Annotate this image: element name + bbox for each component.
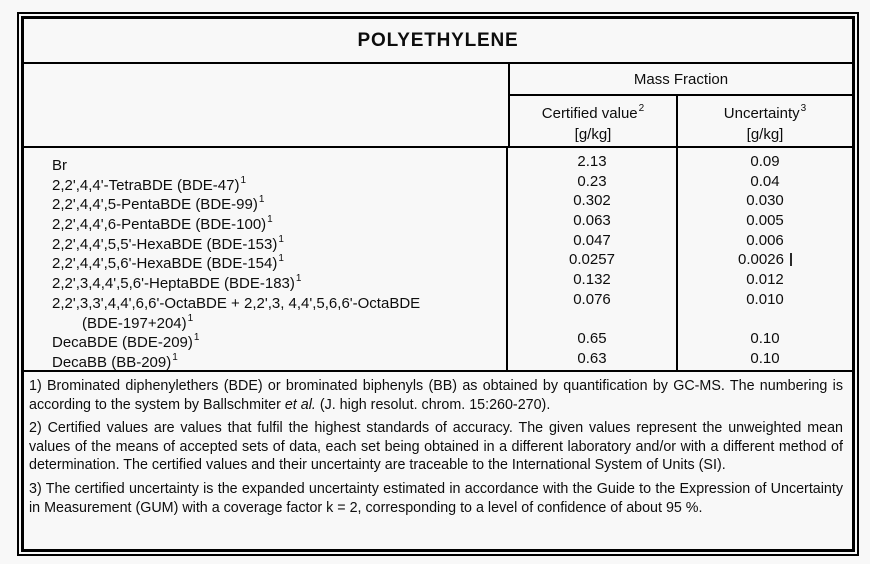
sub-headers: Certified value2 [g/kg] Uncertainty3 [g/… [510, 96, 852, 146]
compound-name: DecaBB (BB-209)1 [52, 351, 178, 371]
uncertainty-value: 0.0026 [678, 250, 852, 270]
mass-fraction-group: Mass Fraction Certified value2 [g/kg] Un… [510, 64, 852, 146]
certified-value-unit: [g/kg] [574, 125, 612, 143]
empty-header-cell [24, 64, 510, 146]
certified-value [508, 310, 676, 330]
table-body: Br 2,2',4,4'-TetraBDE (BDE-47)1 2,2',4,4… [24, 148, 852, 372]
certified-value: 0.076 [573, 290, 611, 308]
certified-value: 0.047 [573, 231, 611, 249]
certified-value: 0.0257 [569, 251, 615, 269]
certified-value: 2.13 [577, 153, 607, 170]
uncertainty-value: 0.005 [746, 212, 784, 230]
uncertainty-value: 0.10 [750, 349, 780, 367]
certified-value-column: 2.13 0.23 0.302 0.063 0.047 0.0257 0.132… [508, 148, 678, 370]
compound-name: DecaBDE (BDE-209)1 [52, 332, 200, 352]
certified-value: 0.23 [577, 172, 607, 190]
uncertainty-header: Uncertainty3 [g/kg] [678, 96, 852, 146]
mass-fraction-header: Mass Fraction [510, 64, 852, 96]
compound-name-column: Br 2,2',4,4'-TetraBDE (BDE-47)1 2,2',4,4… [24, 148, 508, 371]
uncertainty-value: 0.030 [746, 192, 784, 210]
compound-name: 2,2',4,4',5,5'-HexaBDE (BDE-153)1 [52, 233, 284, 253]
footnote-2: 2) Certified values are values that fulf… [29, 420, 843, 474]
uncertainty-value: 0.012 [746, 271, 784, 289]
table-header: Mass Fraction Certified value2 [g/kg] Un… [24, 64, 852, 148]
certified-value: 0.132 [573, 271, 611, 289]
uncertainty-column: 0.09 0.04 0.030 0.005 0.006 0.0026 0.012… [678, 148, 852, 370]
compound-name: 2,2',3,3',4,4',6,6'-OctaBDE + 2,2',3, 4,… [52, 294, 421, 312]
compound-name-continued: (BDE-197+204)1 [82, 312, 194, 332]
certificate-table: POLYETHYLENE Mass Fraction Certified val… [21, 16, 855, 552]
footnote-1-italic: et al. [284, 396, 316, 413]
page-title: POLYETHYLENE [24, 19, 852, 64]
certified-value: 0.302 [573, 192, 611, 210]
uncertainty-value: 0.010 [746, 290, 784, 308]
compound-name: 2,2',4,4',5-PentaBDE (BDE-99)1 [52, 194, 265, 214]
uncertainty-unit: [g/kg] [746, 125, 784, 143]
certified-value: 0.65 [577, 330, 607, 348]
cursor-artifact [789, 253, 792, 267]
compound-name: 2,2',4,4',6-PentaBDE (BDE-100)1 [52, 214, 273, 234]
footnote-ref-3: 3 [800, 102, 807, 114]
footnote-1: 1) Brominated diphenylethers (BDE) or br… [29, 378, 843, 413]
certified-value-label: Certified value [541, 104, 638, 122]
uncertainty-value [678, 310, 852, 330]
uncertainty-value: 0.006 [746, 231, 784, 249]
document-frame: POLYETHYLENE Mass Fraction Certified val… [17, 12, 859, 556]
uncertainty-value: 0.10 [750, 330, 780, 348]
uncertainty-value: 0.04 [750, 172, 780, 190]
compound-name: 2,2',4,4'-TetraBDE (BDE-47)1 [52, 174, 247, 194]
compound-name: 2,2',3,4,4',5,6'-HeptaBDE (BDE-183)1 [52, 273, 302, 293]
certified-value-header: Certified value2 [g/kg] [510, 96, 678, 146]
compound-name: Br [52, 157, 67, 174]
certified-value: 0.63 [577, 349, 607, 367]
compound-name: 2,2',4,4',5,6'-HexaBDE (BDE-154)1 [52, 253, 284, 273]
footnotes-section: 1) Brominated diphenylethers (BDE) or br… [24, 372, 852, 549]
uncertainty-value: 0.09 [750, 153, 780, 170]
uncertainty-label: Uncertainty [723, 104, 800, 122]
footnote-ref-2: 2 [638, 102, 645, 114]
footnote-3: 3) The certified uncertainty is the expa… [29, 480, 843, 516]
certified-value: 0.063 [573, 212, 611, 230]
